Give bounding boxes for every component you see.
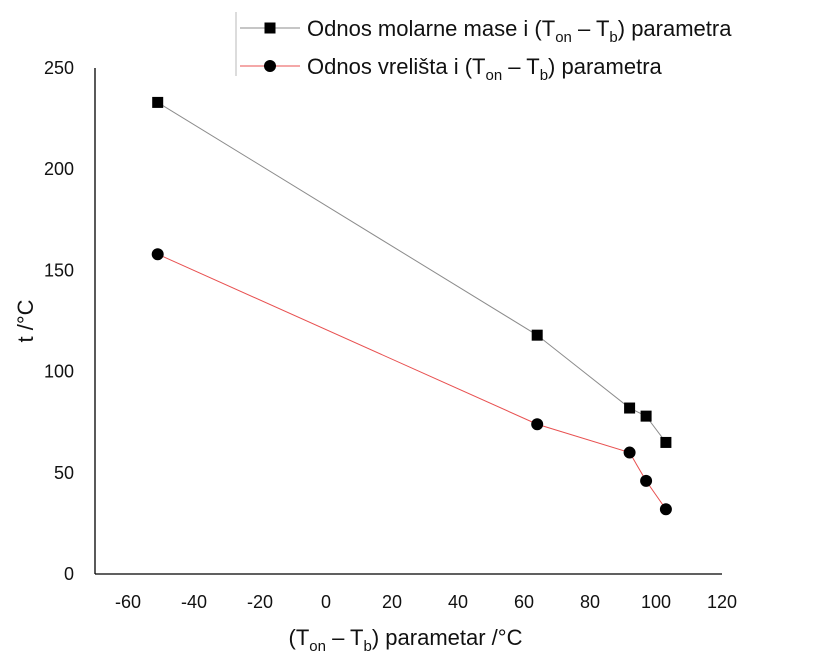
x-tick-label: -40 [181,592,207,612]
axis-titles: (Ton – Tb) parametar /°C t /°C [13,299,523,655]
data-point-circle [151,248,164,261]
y-tick-label: 150 [44,260,74,280]
series-line [157,101,667,443]
legend-label: Odnos vrelišta i (Ton – Tb) parametra [307,54,663,84]
y-axis-title: t /°C [13,299,38,342]
data-point-square [640,410,652,422]
data-point-circle [531,418,544,431]
legend-square-marker [264,22,276,34]
y-tick-label: 50 [54,463,74,483]
y-tick-label: 200 [44,159,74,179]
tick-labels: -60 -40 -20 0 20 40 60 80 100 120 0 50 100 150 200 250 [44,58,737,612]
x-tick-label: 40 [448,592,468,612]
series-layer [151,96,672,516]
series-line [157,253,667,510]
x-tick-label: 60 [514,592,534,612]
data-point-square [660,436,672,448]
y-tick-label: 250 [44,58,74,78]
legend-item-1: Odnos molarne mase i (Ton – Tb) parametr… [240,16,732,46]
data-point-circle [640,474,653,487]
x-tick-label: 0 [321,592,331,612]
x-tick-label: 120 [707,592,737,612]
y-tick-label: 100 [44,362,74,382]
data-point-square [624,402,636,414]
legend-circle-marker [264,60,276,72]
x-axis-title: (Ton – Tb) parametar /°C [289,625,523,655]
y-tick-label: 0 [64,564,74,584]
x-tick-label: -60 [115,592,141,612]
series-1 [152,96,672,448]
legend: Odnos molarne mase i (Ton – Tb) parametr… [235,12,732,84]
data-point-square [152,96,164,108]
series-2 [151,248,672,516]
data-point-circle [623,446,636,459]
x-tick-label: 100 [641,592,671,612]
legend-label: Odnos molarne mase i (Ton – Tb) parametr… [307,16,732,46]
data-point-square [531,329,543,341]
legend-item-2: Odnos vrelišta i (Ton – Tb) parametra [240,54,663,84]
axes [94,68,722,575]
x-tick-label: -20 [247,592,273,612]
x-tick-label: 80 [580,592,600,612]
x-tick-label: 20 [382,592,402,612]
data-point-circle [659,503,672,516]
